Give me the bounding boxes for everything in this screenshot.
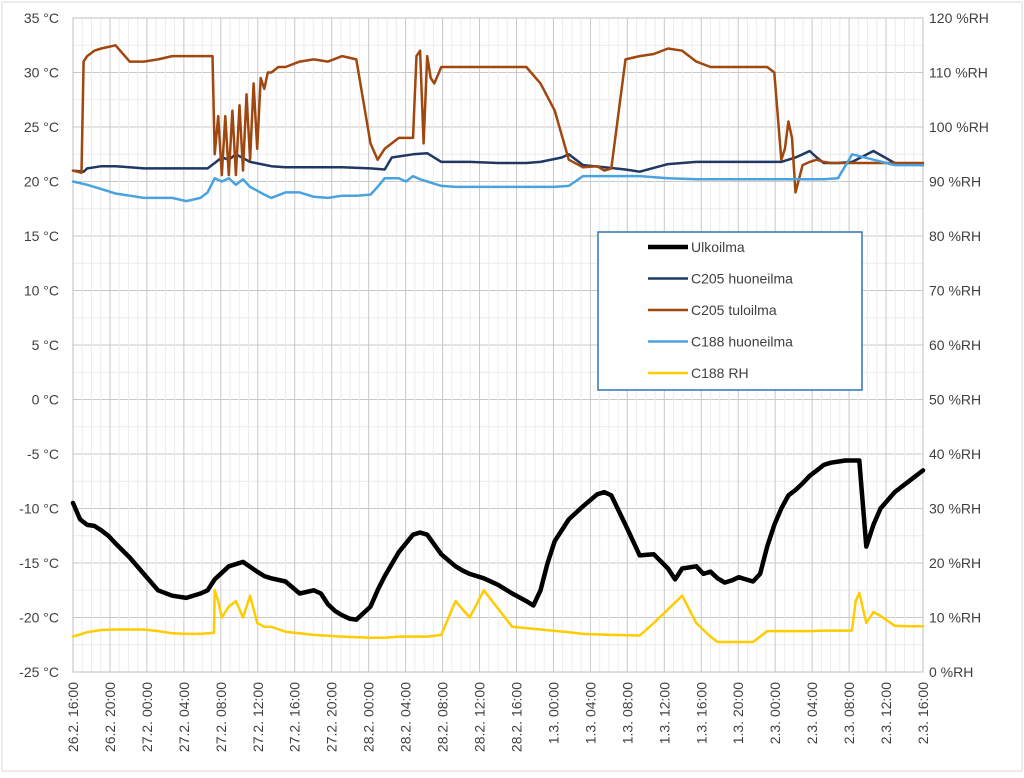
legend-box bbox=[597, 231, 863, 391]
x-tick-label: 2.3. 12:00 bbox=[878, 682, 894, 744]
x-tick-label: 2.3. 16:00 bbox=[915, 682, 931, 744]
left-axis-tick-labels: 35 °C 30 °C 25 °C 20 °C 15 °C 10 °C 5 °C 0 °C -5… bbox=[19, 10, 59, 680]
left-tick-label: 25 °C bbox=[24, 119, 59, 135]
x-tick-label: 28.2. 12:00 bbox=[472, 682, 488, 752]
right-tick-label: 50 %RH bbox=[929, 392, 981, 408]
x-tick-label: 27.2. 04:00 bbox=[176, 682, 192, 752]
x-tick-label: 1.3. 12:00 bbox=[656, 682, 672, 744]
left-tick-label: 20 °C bbox=[24, 174, 59, 190]
right-tick-label: 40 %RH bbox=[929, 446, 981, 462]
legend-label: C188 huoneilma bbox=[691, 334, 793, 350]
legend-label: C205 huoneilma bbox=[691, 271, 793, 287]
right-tick-label: 0 %RH bbox=[929, 664, 973, 680]
right-axis-tick-labels: 120 %RH 110 %RH 100 %RH 90 %RH 80 %RH 70 %RH 6… bbox=[929, 10, 989, 680]
left-tick-label: 35 °C bbox=[24, 10, 59, 26]
legend-label: C205 tuloilma bbox=[691, 302, 777, 318]
x-tick-label: 27.2. 08:00 bbox=[213, 682, 229, 752]
left-tick-label: -10 °C bbox=[19, 501, 59, 517]
x-tick-label: 1.3. 04:00 bbox=[582, 682, 598, 744]
right-tick-label: 70 %RH bbox=[929, 283, 981, 299]
x-tick-label: 27.2. 12:00 bbox=[250, 682, 266, 752]
x-tick-label: 1.3. 08:00 bbox=[619, 682, 635, 744]
x-tick-label: 1.3. 00:00 bbox=[545, 682, 561, 744]
series-line-c205-tuloilma bbox=[71, 44, 925, 194]
x-tick-label: 1.3. 16:00 bbox=[693, 682, 709, 744]
series-line-c188-rh bbox=[71, 589, 925, 644]
right-tick-label: 100 %RH bbox=[929, 119, 989, 135]
x-tick-label: 28.2. 00:00 bbox=[361, 682, 377, 752]
x-axis-tick-labels: 26.2. 16:00 26.2. 20:00 27.2. 00:00 27.2. 0… bbox=[65, 682, 931, 752]
series-line-ulkoilma bbox=[70, 458, 926, 622]
right-tick-label: 30 %RH bbox=[929, 501, 981, 517]
left-tick-label: -15 °C bbox=[19, 555, 59, 571]
right-tick-label: 110 %RH bbox=[929, 65, 988, 81]
left-tick-label: 10 °C bbox=[24, 283, 59, 299]
left-tick-label: -5 °C bbox=[27, 446, 59, 462]
left-tick-label: 5 °C bbox=[32, 337, 59, 353]
x-tick-label: 27.2. 20:00 bbox=[324, 682, 340, 752]
x-tick-label: 2.3. 00:00 bbox=[767, 682, 783, 744]
series-line-c205-huoneilma bbox=[71, 149, 925, 173]
x-tick-label: 26.2. 16:00 bbox=[65, 682, 81, 752]
right-tick-label: 10 %RH bbox=[929, 610, 981, 626]
left-tick-label: 15 °C bbox=[24, 228, 59, 244]
x-tick-label: 28.2. 16:00 bbox=[508, 682, 524, 752]
x-tick-label: 27.2. 16:00 bbox=[287, 682, 303, 752]
left-tick-label: -25 °C bbox=[19, 664, 59, 680]
legend-label: Ulkoilma bbox=[691, 239, 745, 255]
x-tick-label: 2.3. 04:00 bbox=[804, 682, 820, 744]
right-tick-label: 20 %RH bbox=[929, 555, 981, 571]
left-tick-label: 0 °C bbox=[32, 392, 59, 408]
right-tick-label: 60 %RH bbox=[929, 337, 981, 353]
left-tick-label: 30 °C bbox=[24, 65, 59, 81]
legend: Ulkoilma C205 huoneilma C205 tuloilma C188 … bbox=[597, 231, 863, 391]
right-tick-label: 90 %RH bbox=[929, 174, 981, 190]
series-line-c188-huoneilma bbox=[71, 153, 925, 203]
legend-label: C188 RH bbox=[691, 365, 749, 381]
x-tick-label: 27.2. 00:00 bbox=[139, 682, 155, 752]
right-tick-label: 120 %RH bbox=[929, 10, 989, 26]
x-tick-label: 1.3. 20:00 bbox=[730, 682, 746, 744]
x-tick-label: 2.3. 08:00 bbox=[841, 682, 857, 744]
plot-frame bbox=[72, 17, 924, 673]
x-tick-label: 28.2. 04:00 bbox=[398, 682, 414, 752]
right-tick-label: 80 %RH bbox=[929, 228, 981, 244]
x-tick-label: 28.2. 08:00 bbox=[435, 682, 451, 752]
left-tick-label: -20 °C bbox=[19, 610, 59, 626]
x-tick-label: 26.2. 20:00 bbox=[102, 682, 118, 752]
series-lines bbox=[70, 44, 926, 644]
